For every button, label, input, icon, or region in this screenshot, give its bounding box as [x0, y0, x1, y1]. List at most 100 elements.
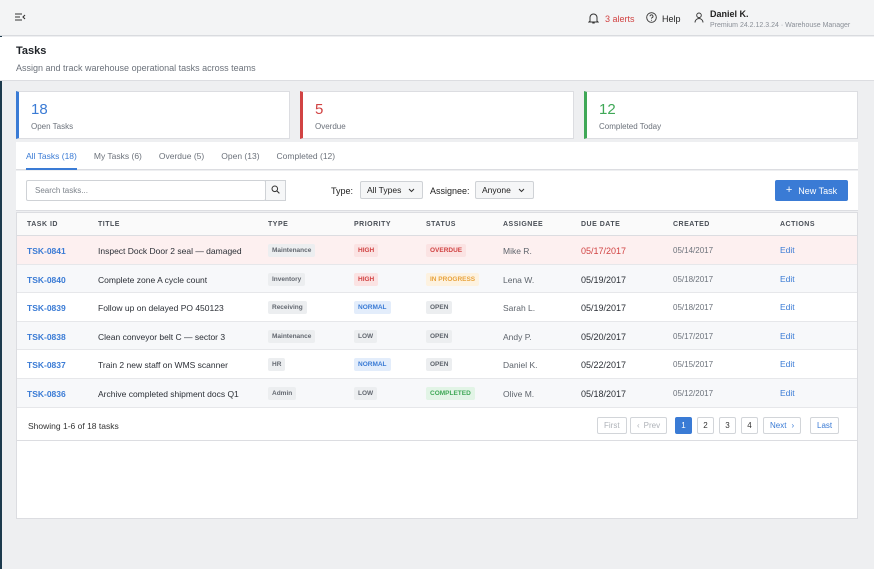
last-page-button[interactable]: Last: [810, 416, 840, 434]
table-header: TASK ID TITLE TYPE PRIORITY STATUS ASSIG…: [17, 213, 857, 236]
tab-completed[interactable]: Completed (12): [276, 151, 336, 161]
stat-value: 18: [31, 101, 48, 118]
new-task-button[interactable]: + New Task: [775, 180, 848, 201]
task-id-link[interactable]: TSK-0841: [27, 246, 66, 256]
user-name: Daniel K.: [710, 9, 749, 19]
task-title: Inspect Dock Door 2 seal — damaged: [98, 246, 242, 256]
table-row[interactable]: TSK-0840 Complete zone A cycle count Inven…: [17, 264, 857, 294]
priority-badge: NORMAL: [354, 358, 391, 372]
column-header[interactable]: CREATED: [673, 221, 710, 228]
type-badge: HR: [268, 358, 286, 372]
type-badge: Maintenance: [268, 244, 316, 257]
prev-label: Prev: [643, 420, 661, 430]
chevron-left-icon: ‹: [637, 420, 640, 430]
search-icon: [271, 185, 280, 196]
tab-overdue[interactable]: Overdue (5): [158, 151, 205, 161]
type-badge: Inventory: [268, 272, 306, 286]
page-3-button[interactable]: 3: [719, 416, 736, 434]
next-page-button[interactable]: Next ›: [763, 416, 802, 434]
stat-value: 12: [599, 101, 616, 118]
page-2-button[interactable]: 2: [697, 416, 714, 434]
assignee-name: Lena W.: [503, 274, 535, 285]
task-title: Follow up on delayed PO 450123: [98, 303, 224, 314]
task-id-link[interactable]: TSK-0836: [27, 389, 66, 399]
priority-badge: HIGH: [354, 272, 379, 286]
task-id-link[interactable]: TSK-0837: [27, 360, 66, 371]
page-header: Tasks Assign and track warehouse operati…: [0, 37, 874, 81]
edit-link[interactable]: Edit: [780, 359, 795, 370]
user-icon: [694, 12, 704, 29]
created-date: 05/12/2017: [673, 389, 714, 398]
column-header[interactable]: TASK ID: [27, 221, 58, 228]
alerts-button[interactable]: 3 alerts: [587, 12, 635, 26]
created-date: 05/18/2017: [673, 274, 714, 284]
assignee-filter-select[interactable]: Anyone: [475, 181, 534, 199]
table-row[interactable]: TSK-0838 Clean conveyor belt C — sector 3…: [17, 321, 857, 351]
created-date: 05/14/2017: [673, 246, 714, 255]
type-filter-select[interactable]: All Types: [360, 181, 423, 199]
column-header[interactable]: TYPE: [268, 221, 289, 228]
search-button[interactable]: [265, 180, 286, 201]
created-date: 05/18/2017: [673, 303, 714, 313]
first-page-button[interactable]: First: [597, 416, 627, 434]
assignee-filter-label: Assignee:: [430, 186, 470, 196]
filter-toolbar: Type: All Types Assignee: Anyone + New T…: [16, 171, 858, 211]
task-id-link[interactable]: TSK-0838: [27, 331, 66, 342]
help-icon: [646, 12, 657, 25]
status-badge: OPEN: [426, 329, 453, 343]
table-row[interactable]: TSK-0841 Inspect Dock Door 2 seal — damag…: [17, 236, 857, 265]
created-date: 05/17/2017: [673, 331, 714, 341]
showing-count: Showing 1-6 of 18 tasks: [28, 420, 119, 431]
page-title: Tasks: [16, 45, 47, 57]
table-row[interactable]: TSK-0837 Train 2 new staff on WMS scanner…: [17, 350, 857, 379]
stat-label: Overdue: [315, 122, 346, 131]
status-badge: COMPLETED: [426, 387, 475, 400]
priority-badge: NORMAL: [354, 301, 391, 315]
type-badge: Maintenance: [268, 329, 316, 343]
tab-my-tasks[interactable]: My Tasks (6): [93, 151, 142, 161]
page-4-button[interactable]: 4: [741, 416, 758, 434]
priority-badge: LOW: [354, 387, 378, 400]
column-header[interactable]: ASSIGNEE: [503, 221, 544, 228]
tab-all-tasks[interactable]: All Tasks (18): [26, 142, 77, 170]
edit-link[interactable]: Edit: [780, 245, 795, 255]
assignee-filter-value: Anyone: [482, 185, 511, 195]
chevron-down-icon: [518, 185, 525, 195]
page-subtitle: Assign and track warehouse operational t…: [16, 63, 256, 73]
assignee-name: Daniel K.: [503, 360, 538, 371]
column-header[interactable]: DUE DATE: [581, 221, 621, 228]
status-badge: IN PROGRESS: [426, 272, 480, 286]
search-input[interactable]: [26, 180, 266, 201]
due-date: 05/22/2017: [581, 360, 627, 371]
priority-badge: LOW: [354, 329, 378, 343]
alerts-count: 3 alerts: [605, 14, 635, 24]
tab-open[interactable]: Open (13): [221, 151, 260, 161]
task-title: Complete zone A cycle count: [98, 274, 208, 285]
type-badge: Receiving: [268, 301, 307, 315]
table-row[interactable]: TSK-0839 Follow up on delayed PO 450123 Re…: [17, 293, 857, 322]
edit-link[interactable]: Edit: [780, 330, 795, 341]
prev-page-button[interactable]: ‹ Prev: [630, 416, 668, 434]
column-header[interactable]: TITLE: [98, 221, 120, 228]
help-label: Help: [662, 13, 681, 24]
column-header[interactable]: PRIORITY: [354, 221, 392, 228]
user-menu[interactable]: Daniel K. Premium 24.2.12.3.24 · Warehou…: [694, 9, 850, 29]
edit-link[interactable]: Edit: [780, 273, 795, 284]
assignee-name: Olive M.: [503, 389, 535, 399]
status-badge: OPEN: [426, 358, 453, 372]
edit-link[interactable]: Edit: [780, 388, 795, 398]
menu-collapse-icon[interactable]: [14, 11, 28, 25]
table-row[interactable]: TSK-0836 Archive completed shipment docs …: [17, 379, 857, 408]
help-button[interactable]: Help: [646, 12, 681, 25]
created-date: 05/15/2017: [673, 360, 714, 370]
plus-icon: +: [785, 184, 793, 196]
task-id-link[interactable]: TSK-0839: [27, 303, 66, 314]
new-task-label: New Task: [798, 185, 838, 196]
type-filter-value: All Types: [367, 185, 402, 195]
column-header[interactable]: STATUS: [426, 221, 456, 228]
stat-card-overdue: 5 Overdue: [300, 91, 574, 139]
edit-link[interactable]: Edit: [780, 302, 795, 313]
page-1-button[interactable]: 1: [675, 416, 692, 434]
task-id-link[interactable]: TSK-0840: [27, 274, 66, 285]
column-header: ACTIONS: [780, 221, 815, 228]
